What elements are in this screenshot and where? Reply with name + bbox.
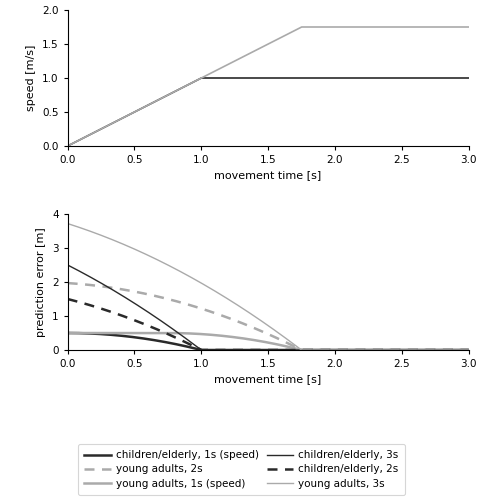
Y-axis label: speed [m/s]: speed [m/s] xyxy=(27,45,36,111)
Legend: children/elderly, 1s (speed), young adults, 2s, young adults, 1s (speed), childr: children/elderly, 1s (speed), young adul… xyxy=(78,444,405,495)
Y-axis label: prediction error [m]: prediction error [m] xyxy=(36,227,46,337)
X-axis label: movement time [s]: movement time [s] xyxy=(214,374,322,384)
X-axis label: movement time [s]: movement time [s] xyxy=(214,170,322,180)
